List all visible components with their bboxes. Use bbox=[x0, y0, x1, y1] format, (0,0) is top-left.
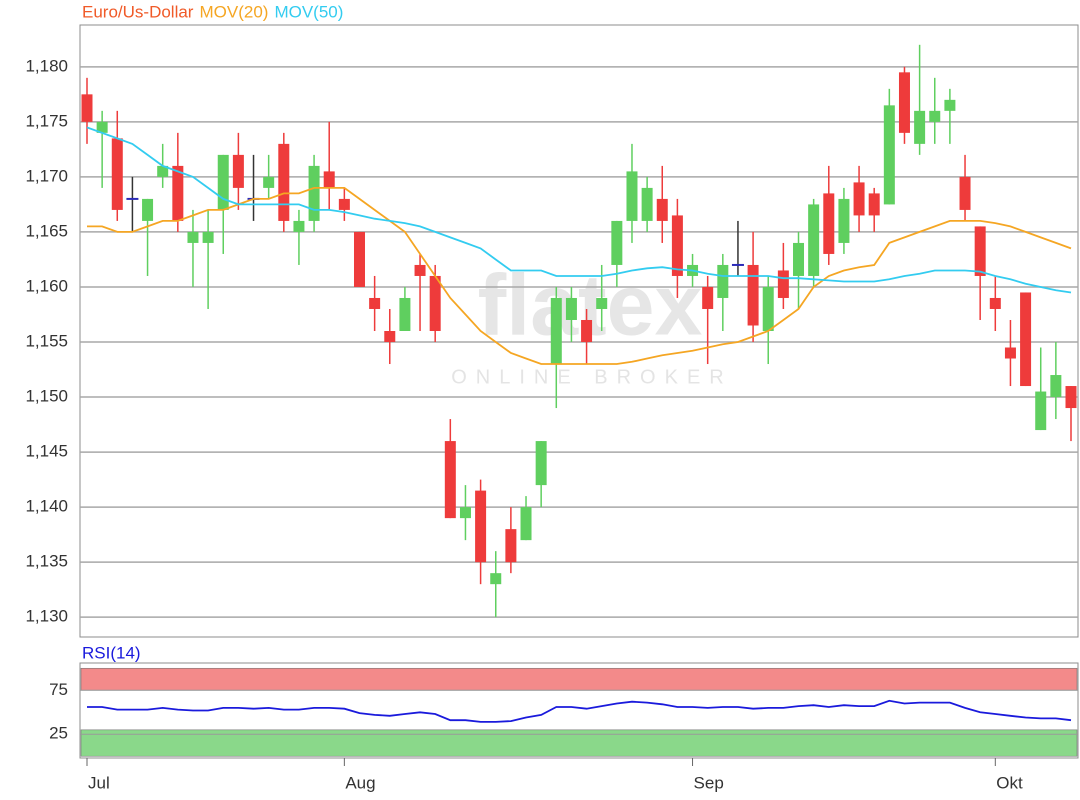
candle-body bbox=[384, 331, 396, 343]
candle-body bbox=[717, 264, 729, 298]
candle-body bbox=[475, 490, 487, 563]
candle-body bbox=[808, 204, 820, 276]
y-tick-label: 1,135 bbox=[25, 552, 68, 571]
candle-body bbox=[974, 226, 986, 276]
candle-body bbox=[535, 441, 547, 486]
candle-body bbox=[263, 176, 275, 188]
candle-body bbox=[581, 319, 593, 343]
candle-body bbox=[323, 171, 335, 188]
candle-body bbox=[338, 198, 350, 210]
x-tick-label: Okt bbox=[996, 773, 1023, 792]
candle-body bbox=[429, 275, 441, 331]
candle-body bbox=[1035, 391, 1047, 431]
price-plot-area bbox=[79, 24, 1079, 638]
candle-body bbox=[626, 171, 638, 221]
candle-body bbox=[959, 176, 971, 210]
candle-body bbox=[96, 121, 108, 133]
candle-body bbox=[414, 264, 426, 276]
candle-body bbox=[596, 297, 608, 309]
candle-body bbox=[293, 220, 305, 232]
candle-body bbox=[565, 297, 577, 320]
y-tick-label: 1,155 bbox=[25, 331, 68, 350]
x-tick-label: Sep bbox=[694, 773, 724, 792]
candle-body bbox=[490, 573, 502, 585]
candle-body bbox=[823, 193, 835, 254]
candle-body bbox=[883, 105, 895, 205]
rsi-title: RSI(14) bbox=[82, 643, 141, 662]
legend-entry: MOV(50) bbox=[274, 2, 343, 21]
moving-average-line bbox=[86, 126, 1072, 294]
candle-body bbox=[369, 297, 381, 309]
candle-body bbox=[989, 297, 1001, 309]
x-tick-label: Aug bbox=[345, 773, 375, 792]
candle-body bbox=[353, 231, 365, 287]
y-tick-label: 1,140 bbox=[25, 497, 68, 516]
candle-body bbox=[111, 138, 123, 210]
legend-entry: MOV(20) bbox=[199, 2, 268, 21]
candle-body bbox=[505, 529, 517, 563]
moving-average-line bbox=[87, 187, 1072, 365]
candle-body bbox=[1065, 386, 1077, 409]
candle-body bbox=[202, 231, 214, 243]
y-tick-label: 1,180 bbox=[25, 56, 68, 75]
y-tick-label: 1,150 bbox=[25, 387, 68, 406]
candle-body bbox=[444, 441, 456, 519]
candle-body bbox=[838, 198, 850, 243]
candle-body bbox=[914, 110, 926, 144]
candle-body bbox=[1020, 292, 1032, 387]
y-tick-label: 1,145 bbox=[25, 442, 68, 461]
candle-body bbox=[793, 242, 805, 276]
rsi-band bbox=[80, 667, 1078, 691]
y-tick-label: 25 bbox=[49, 724, 68, 743]
chart-title: Euro/Us-Dollar bbox=[82, 2, 194, 21]
candle-body bbox=[944, 99, 956, 111]
y-tick-label: 1,130 bbox=[25, 607, 68, 626]
candle-body bbox=[762, 286, 774, 331]
candle-body bbox=[308, 165, 320, 221]
x-tick-label: Jul bbox=[88, 773, 110, 792]
candle-body bbox=[459, 507, 471, 519]
candle-body bbox=[520, 507, 532, 541]
candle-body bbox=[1050, 375, 1062, 398]
rsi-line bbox=[87, 699, 1072, 723]
candle-body bbox=[172, 165, 184, 221]
candle-body bbox=[641, 187, 653, 221]
y-tick-label: 1,170 bbox=[25, 166, 68, 185]
y-tick-label: 1,175 bbox=[25, 111, 68, 130]
candle-body bbox=[656, 198, 668, 221]
candle-body bbox=[157, 165, 169, 177]
candle-body bbox=[399, 297, 411, 331]
candle-body bbox=[217, 154, 229, 210]
candle-body bbox=[550, 297, 562, 365]
candle-body bbox=[898, 72, 910, 133]
candle-body bbox=[929, 110, 941, 122]
candle-body bbox=[611, 220, 623, 265]
candle-body bbox=[142, 198, 154, 221]
y-tick-label: 75 bbox=[49, 680, 68, 699]
candle-body bbox=[671, 215, 683, 276]
candle-body bbox=[187, 231, 199, 243]
candle-body bbox=[232, 154, 244, 188]
candle-body bbox=[747, 264, 759, 326]
candle-body bbox=[868, 193, 880, 216]
watermark-tagline: ONLINE BROKER bbox=[451, 366, 732, 388]
candle-body bbox=[81, 94, 93, 122]
y-tick-label: 1,165 bbox=[25, 221, 68, 240]
candle-body bbox=[1004, 347, 1016, 359]
y-tick-label: 1,160 bbox=[25, 276, 68, 295]
candle-body bbox=[278, 143, 290, 221]
candle-body bbox=[702, 286, 714, 309]
candle-body bbox=[853, 182, 865, 216]
candle-body bbox=[777, 270, 789, 298]
